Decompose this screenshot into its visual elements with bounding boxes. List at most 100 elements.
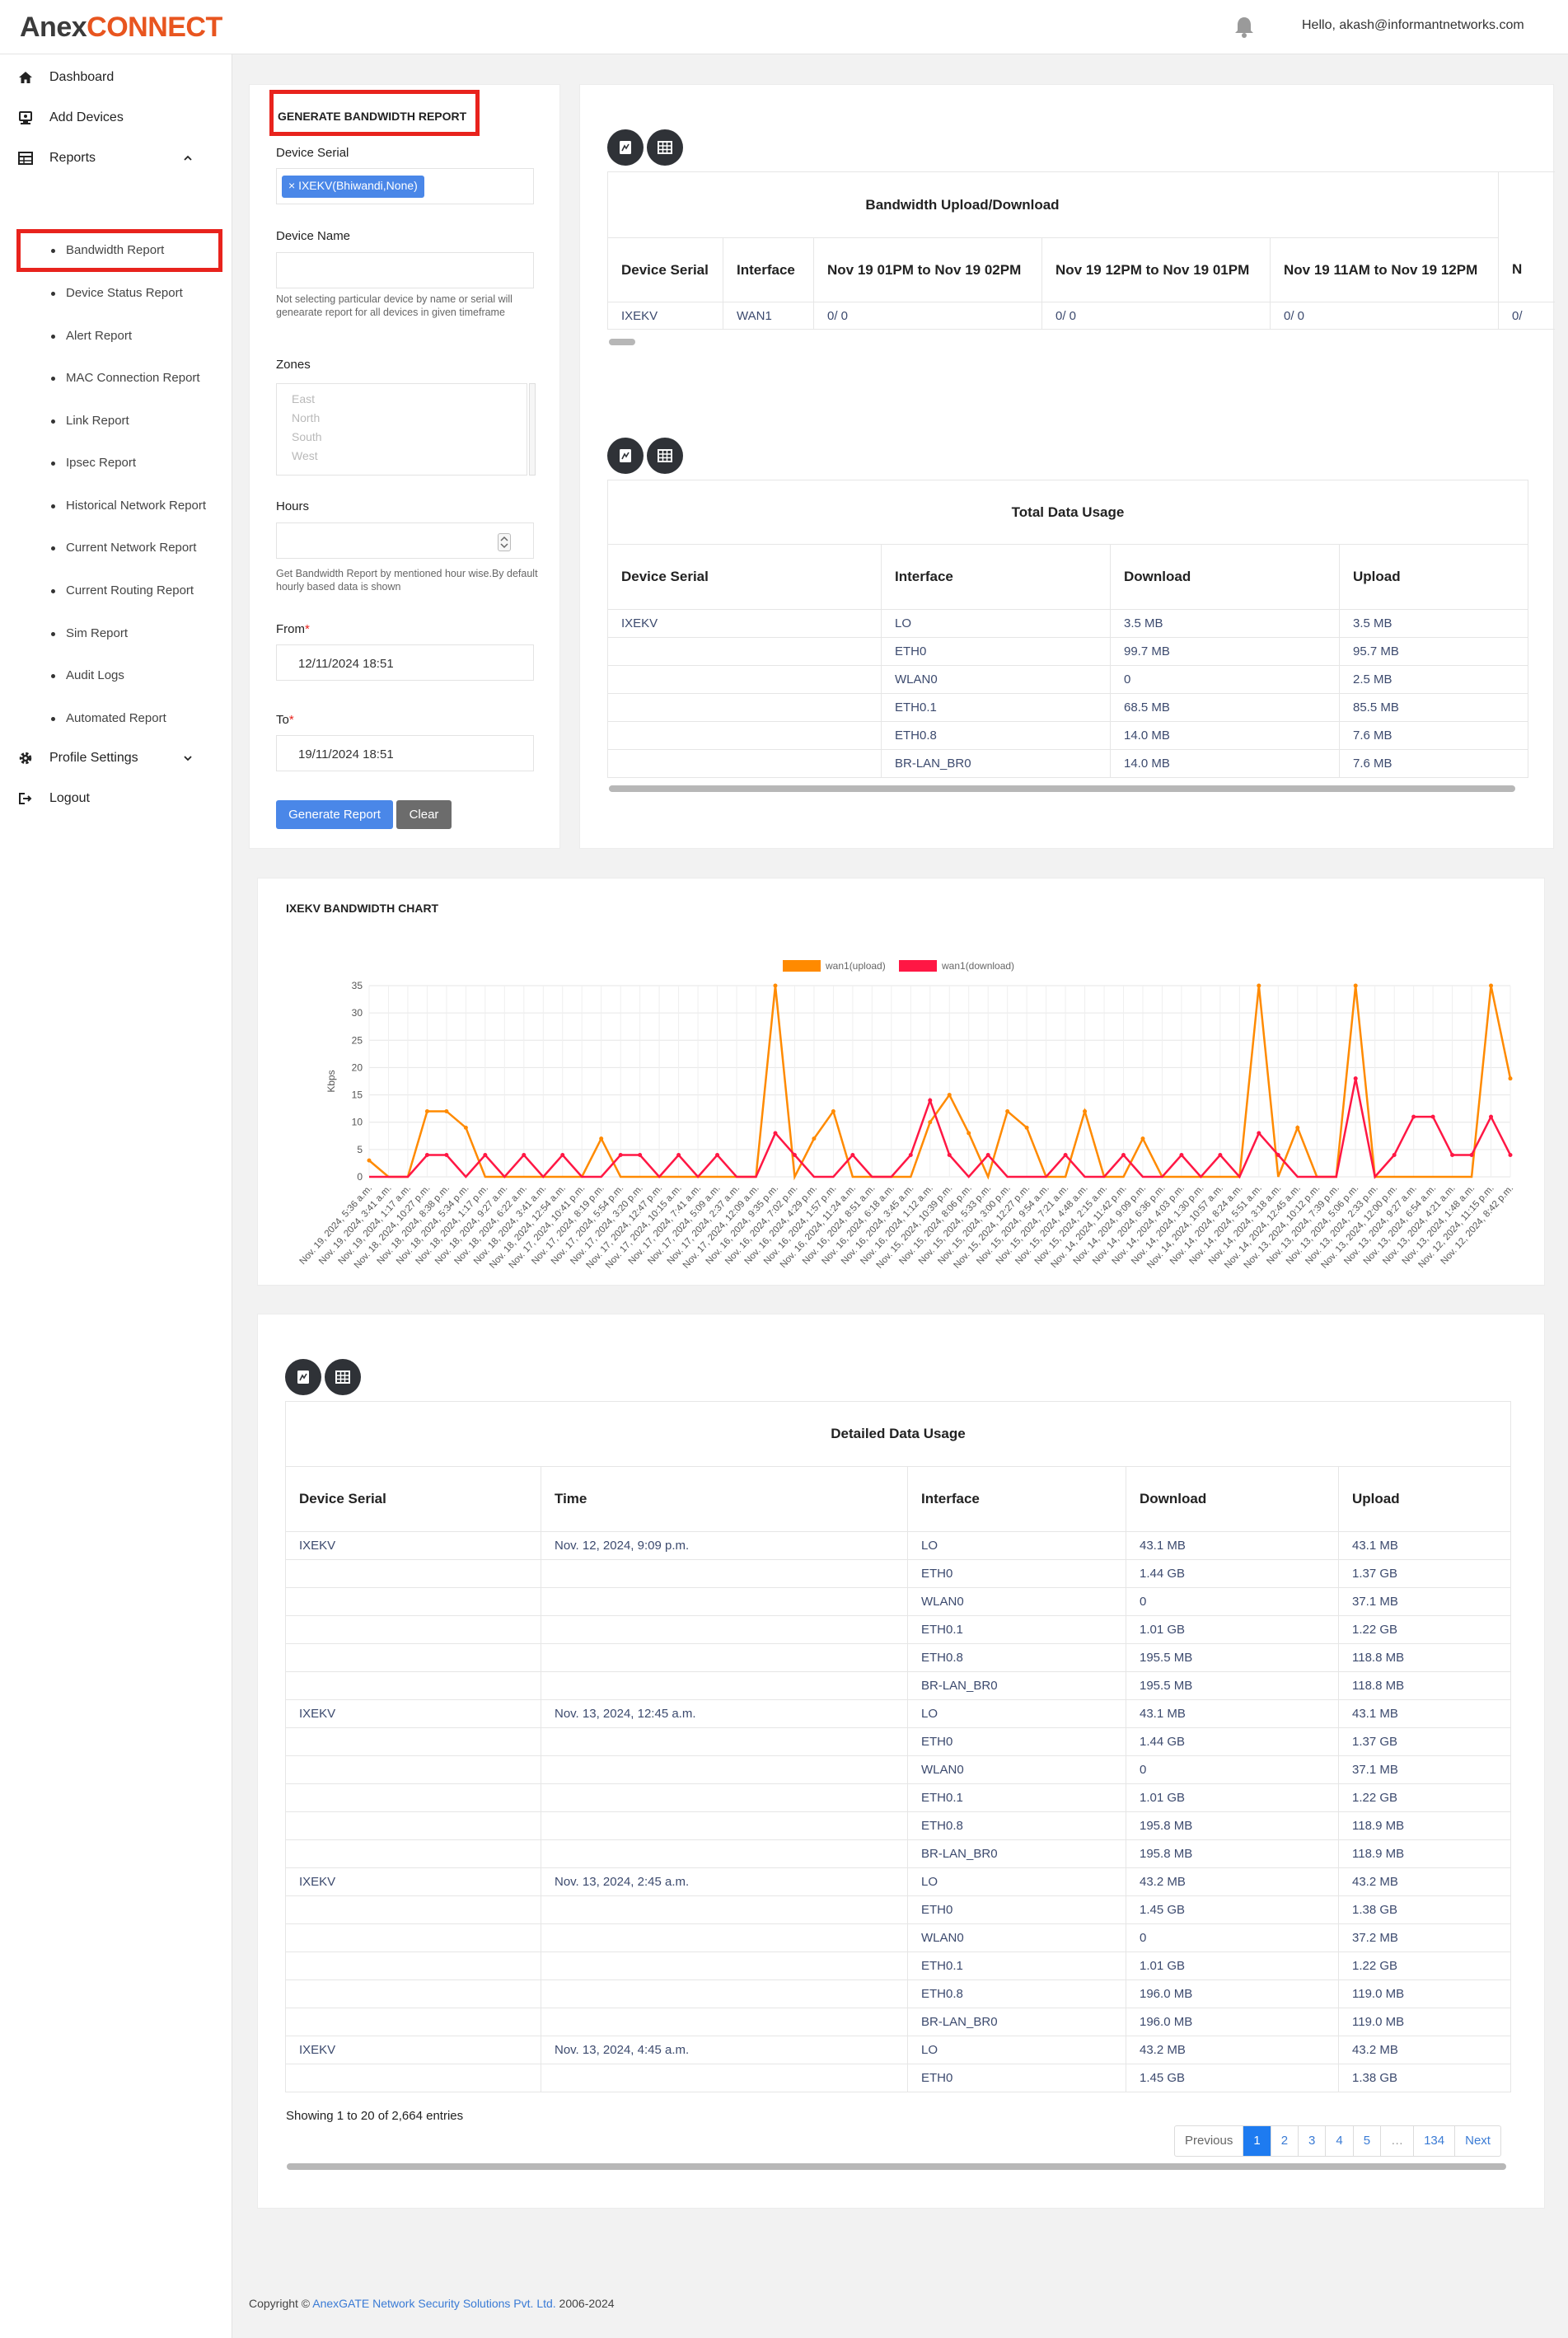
bandwidth-table-scrollbar[interactable] — [609, 339, 635, 345]
sidebar-item-add-devices[interactable]: Add Devices — [0, 101, 232, 134]
user-greeting[interactable]: Hello, akash@informantnetworks.com — [1302, 18, 1524, 32]
zones-multiselect[interactable]: East North South West — [276, 383, 527, 476]
table-header[interactable]: Interface — [907, 1466, 1126, 1532]
table-cell: 37.1 MB — [1338, 1755, 1511, 1784]
table-header[interactable]: Device Serial — [285, 1466, 541, 1532]
table-header[interactable]: Nov 19 11AM to Nov 19 12PM — [1270, 237, 1499, 302]
zone-option[interactable]: East — [292, 392, 316, 405]
table-header[interactable]: Nov 19 12PM to Nov 19 01PM — [1041, 237, 1271, 302]
sidebar-item-profile-settings[interactable]: Profile Settings — [0, 742, 232, 775]
pagination-page[interactable]: 1 — [1243, 2126, 1271, 2156]
generate-report-button[interactable]: Generate Report — [276, 800, 393, 829]
table-header[interactable]: Nov 19 01PM to Nov 19 02PM — [813, 237, 1042, 302]
hours-stepper[interactable] — [498, 533, 511, 551]
table-row: ETH0 1.44 GB 1.37 GB — [285, 1559, 1511, 1588]
table-cell: WLAN0 — [907, 1923, 1126, 1952]
bullet-icon — [51, 249, 55, 253]
chevron-up-icon[interactable] — [183, 153, 193, 163]
table-grid-icon — [335, 1370, 350, 1384]
pagination-next[interactable]: Next — [1454, 2126, 1500, 2156]
data-point — [850, 1152, 855, 1157]
sidebar-subitem-ipsec-report[interactable]: Ipsec Report — [0, 448, 232, 478]
total-usage-table-scrollbar[interactable] — [609, 785, 1515, 792]
sidebar-subitem-alert-report[interactable]: Alert Report — [0, 321, 232, 351]
sidebar-subitem-audit-logs[interactable]: Audit Logs — [0, 661, 232, 691]
pagination-page[interactable]: 2 — [1270, 2126, 1298, 2156]
table-header[interactable]: Upload — [1339, 544, 1528, 610]
table-cell: WAN1 — [723, 302, 814, 330]
highlight-box — [16, 229, 222, 272]
sidebar-subitem-historical-network-report[interactable]: Historical Network Report — [0, 491, 232, 521]
company-link[interactable]: AnexGATE Network Security Solutions Pvt.… — [312, 2297, 556, 2310]
table-header[interactable]: Interface — [881, 544, 1111, 610]
pagination-previous[interactable]: Previous — [1185, 2134, 1233, 2148]
table-header[interactable]: Download — [1126, 1466, 1339, 1532]
zone-option[interactable]: West — [292, 449, 318, 462]
app-logo[interactable]: AnexCONNECT — [20, 12, 222, 43]
clear-button[interactable]: Clear — [396, 800, 452, 829]
table-header[interactable]: N — [1498, 237, 1555, 302]
bandwidth-chart-card: IXEKV BANDWIDTH CHART wan1(upload) wan1(d… — [257, 878, 1545, 1286]
table-header[interactable]: Device Serial — [607, 237, 723, 302]
pagination-page[interactable]: 3 — [1298, 2126, 1325, 2156]
table-cell: 1.01 GB — [1126, 1783, 1339, 1812]
bullet-icon — [51, 632, 55, 636]
table-cell: 1.44 GB — [1126, 1727, 1339, 1756]
pagination-page: … — [1380, 2126, 1413, 2156]
export-csv-button[interactable] — [647, 438, 683, 474]
zone-option[interactable]: North — [292, 411, 321, 424]
pagination-page[interactable]: 134 — [1413, 2126, 1454, 2156]
bandwidth-chart[interactable]: wan1(upload) wan1(download) 0 5 10 15 20 25 30 35… — [258, 897, 1546, 1284]
sidebar-subitem-sim-report[interactable]: Sim Report — [0, 619, 232, 649]
table-cell: ETH0.1 — [881, 693, 1111, 722]
sidebar-subitem-current-network-report[interactable]: Current Network Report — [0, 533, 232, 563]
from-date-input[interactable]: 12/11/2024 18:51 — [276, 644, 534, 681]
data-point — [560, 1152, 565, 1157]
chevron-down-icon[interactable] — [183, 753, 193, 763]
to-date-input[interactable]: 19/11/2024 18:51 — [276, 735, 534, 771]
sidebar-subitem-automated-report[interactable]: Automated Report — [0, 704, 232, 733]
sidebar-subitem-mac-connection-report[interactable]: MAC Connection Report — [0, 363, 232, 393]
device-name-select[interactable] — [276, 252, 534, 288]
table-cell: 0/ 0 — [1270, 302, 1499, 330]
hours-input[interactable] — [276, 522, 534, 559]
sidebar-subitem-current-routing-report[interactable]: Current Routing Report — [0, 576, 232, 606]
sidebar-item-dashboard[interactable]: Dashboard — [0, 61, 232, 94]
device-serial-chip[interactable]: × IXEKV(Bhiwandi,None) — [282, 176, 424, 198]
sidebar-item-logout[interactable]: Logout — [0, 782, 232, 815]
table-cell: 95.7 MB — [1339, 637, 1528, 666]
table-cell — [285, 2064, 541, 2092]
export-csv-button[interactable] — [325, 1359, 361, 1395]
table-header[interactable]: Interface — [723, 237, 814, 302]
home-icon — [19, 72, 32, 83]
data-point — [1353, 983, 1358, 988]
sidebar-subitem-label: Device Status Report — [66, 286, 183, 300]
table-cell: 43.1 MB — [1338, 1531, 1511, 1560]
sidebar-subitem-label: Audit Logs — [66, 668, 124, 682]
export-pdf-button[interactable] — [607, 129, 644, 166]
export-pdf-button[interactable] — [607, 438, 644, 474]
zones-scrollbar[interactable] — [529, 383, 536, 476]
table-row: IXEKV Nov. 13, 2024, 12:45 a.m. LO 43.1 MB 4… — [285, 1699, 1511, 1728]
sidebar-subitem-device-status-report[interactable]: Device Status Report — [0, 279, 232, 308]
sidebar-item-label: Reports — [49, 151, 96, 165]
table-header[interactable]: Upload — [1338, 1466, 1511, 1532]
table-header[interactable]: Device Serial — [607, 544, 882, 610]
sidebar-subitem-bandwidth-report[interactable]: Bandwidth Report — [0, 236, 232, 265]
table-header[interactable]: Download — [1110, 544, 1340, 610]
pagination-page[interactable]: 5 — [1352, 2126, 1380, 2156]
sidebar-subitem-label: MAC Connection Report — [66, 371, 200, 385]
table-header[interactable]: Time — [541, 1466, 908, 1532]
device-serial-select[interactable]: × IXEKV(Bhiwandi,None) — [276, 168, 534, 204]
zone-option[interactable]: South — [292, 430, 322, 443]
export-pdf-button[interactable] — [285, 1359, 321, 1395]
sidebar-item-reports[interactable]: Reports — [0, 142, 232, 175]
sidebar-subitem-label: Current Routing Report — [66, 583, 194, 597]
export-csv-button[interactable] — [647, 129, 683, 166]
pagination-page[interactable]: 4 — [1325, 2126, 1352, 2156]
sidebar-subitem-link-report[interactable]: Link Report — [0, 406, 232, 436]
notification-bell-icon[interactable] — [1233, 15, 1255, 38]
table-row: BR-LAN_BR0 195.8 MB 118.9 MB — [285, 1839, 1511, 1868]
detailed-table-scrollbar[interactable] — [287, 2163, 1506, 2170]
reports-icon — [18, 152, 33, 165]
